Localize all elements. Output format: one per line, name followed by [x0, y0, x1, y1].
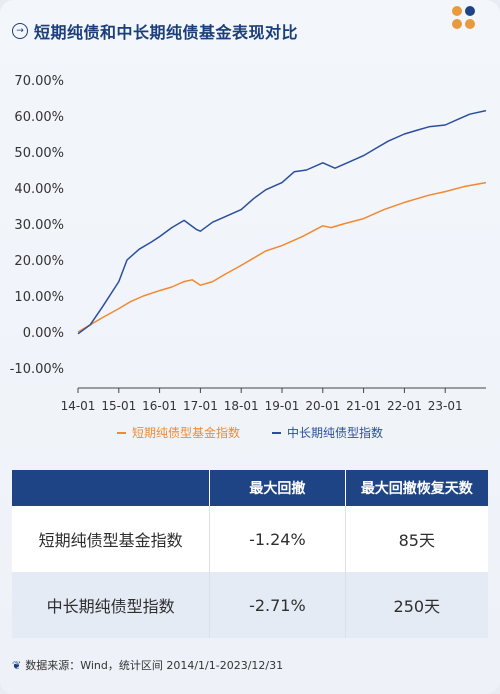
x-tick-label: 20-01	[305, 399, 340, 410]
legend-item-short: 短期纯债型基金指数	[116, 424, 240, 441]
table-cell-drawdown: -2.71%	[209, 572, 344, 638]
y-tick-label: 20.00%	[14, 254, 64, 269]
x-tick-label: 19-01	[265, 399, 300, 410]
x-tick-label: 17-01	[183, 399, 218, 410]
table-cell-name: 短期纯债型基金指数	[38, 531, 183, 550]
data-source-text: 数据来源：Wind，统计区间 2014/1/1-2023/12/31	[25, 659, 284, 672]
table-cell-drawdown: -1.24%	[209, 506, 344, 572]
y-tick-label: 70.00%	[14, 74, 64, 89]
table-header-cell: 最大回撤恢复天数	[344, 470, 488, 506]
y-tick-label: 30.00%	[14, 218, 64, 233]
series-line-long	[77, 109, 487, 335]
y-tick-label: 50.00%	[14, 146, 64, 161]
legend-swatch-long	[272, 431, 281, 434]
y-tick-label: 10.00%	[14, 290, 64, 305]
x-tick-label: 22-01	[387, 399, 422, 410]
line-chart: 70.00% 60.00% 50.00% 40.00% 30.00% 20.00% 10.0…	[10, 74, 487, 410]
series-line-short	[77, 181, 487, 333]
arrow-right-circle-icon: →	[12, 23, 28, 39]
legend-label-long: 中长期纯债型指数	[287, 426, 384, 440]
table-cell-recovery: 85天	[344, 506, 488, 572]
table-row: 短期纯债型基金指数 -1.24% 85天	[12, 506, 488, 572]
x-tick-label: 21-01	[346, 399, 381, 410]
legend-item-long: 中长期纯债型指数	[272, 424, 383, 441]
decor-dot-1	[452, 6, 462, 16]
legend-swatch-short	[116, 431, 126, 434]
page-title: 短期纯债和中长期纯债基金表现对比	[34, 23, 299, 42]
x-tick-label: 23-01	[428, 399, 463, 410]
chart-legend: 短期纯债型基金指数 中长期纯债型指数	[0, 424, 500, 441]
decor-dot-4	[465, 19, 475, 29]
x-tick-label: 15-01	[101, 399, 136, 410]
table-header-cell: 最大回撤	[209, 470, 344, 506]
data-source-icon: ❦	[12, 658, 22, 672]
y-tick-label: 40.00%	[14, 182, 64, 197]
header: → 短期纯债和中长期纯债基金表现对比	[12, 18, 298, 44]
table-header-cell	[12, 470, 209, 506]
x-tick-label: 18-01	[224, 399, 259, 410]
x-tick-label: 14-01	[61, 399, 96, 410]
decor-dot-2	[465, 6, 475, 16]
data-source: ❦ 数据来源：Wind，统计区间 2014/1/1-2023/12/31	[12, 657, 283, 673]
drawdown-table: 最大回撤 最大回撤恢复天数 短期纯债型基金指数 -1.24% 85天 中长期纯债…	[12, 470, 488, 638]
y-tick-label: -10.00%	[10, 362, 64, 377]
table-row: 中长期纯债型指数 -2.71% 250天	[12, 572, 488, 638]
x-tick-label: 16-01	[142, 399, 177, 410]
decor-dots	[452, 6, 488, 36]
table-cell-name: 中长期纯债型指数	[46, 597, 175, 616]
table-cell-recovery: 250天	[344, 572, 488, 638]
legend-label-short: 短期纯债型基金指数	[131, 426, 240, 440]
table-header: 最大回撤 最大回撤恢复天数	[12, 470, 488, 506]
decor-dot-3	[452, 19, 462, 29]
y-tick-label: 0.00%	[23, 326, 64, 341]
y-tick-label: 60.00%	[14, 110, 64, 125]
